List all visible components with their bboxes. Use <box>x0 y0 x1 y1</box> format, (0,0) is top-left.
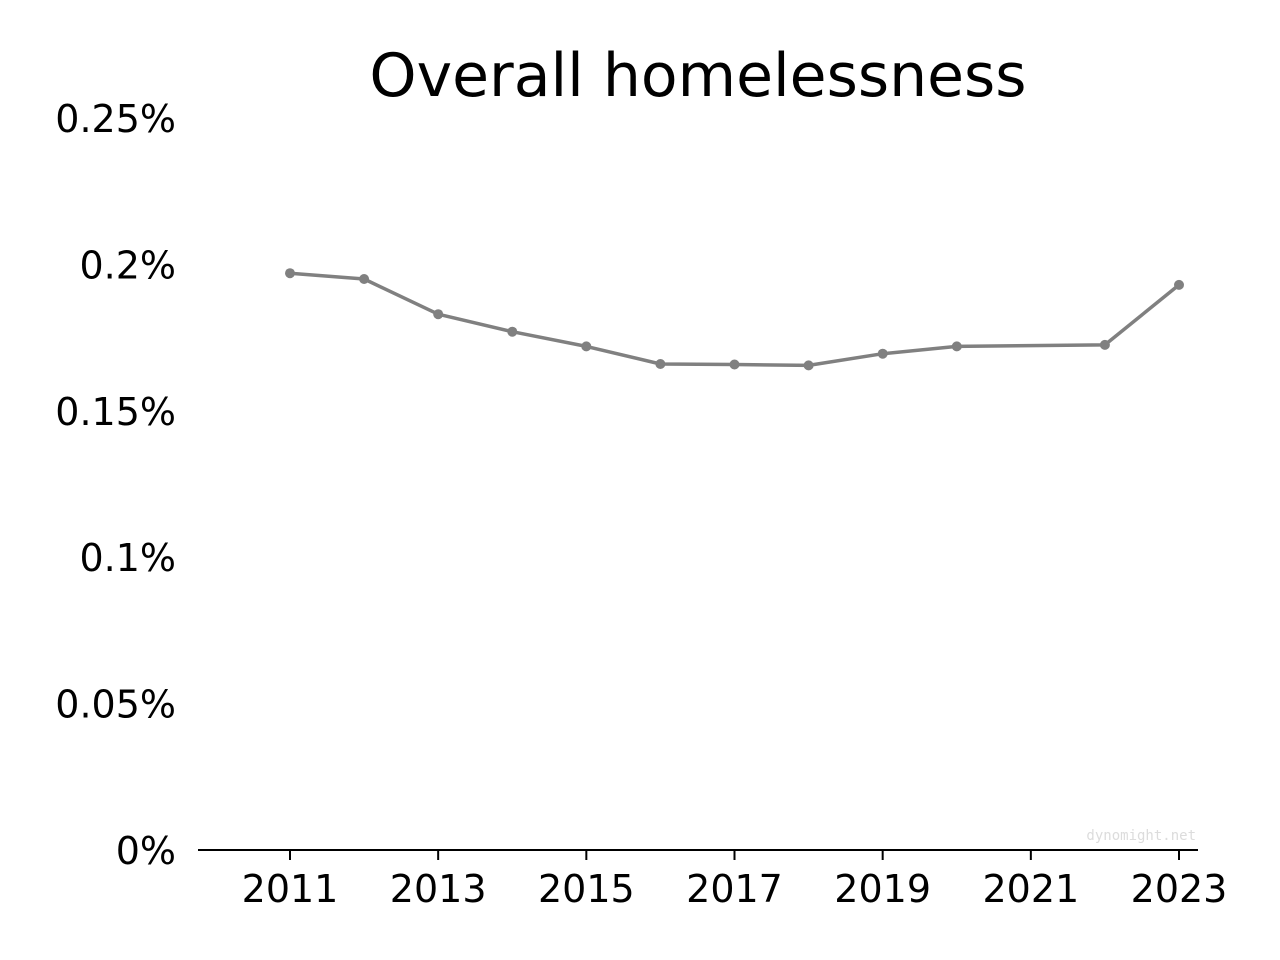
x-tick-label: 2013 <box>390 867 487 911</box>
y-axis: 0% 0.05% 0.1% 0.15% 0.2% 0.25% <box>55 97 176 873</box>
series-line <box>288 271 1181 368</box>
data-point <box>803 360 814 371</box>
watermark: dynomight.net <box>1086 828 1196 844</box>
data-point <box>433 309 444 320</box>
data-point <box>1174 279 1184 290</box>
x-tick-label: 2015 <box>538 867 635 911</box>
x-tick-label: 2023 <box>1131 867 1228 911</box>
data-point <box>877 348 888 359</box>
x-tick-label: 2019 <box>834 867 931 911</box>
series-group <box>285 268 1184 371</box>
data-point <box>1099 339 1110 350</box>
x-axis: 2011 2013 2015 2017 2019 2021 2023 <box>242 850 1228 911</box>
data-point <box>507 326 518 337</box>
x-tick-label: 2021 <box>982 867 1079 911</box>
x-tick-label: 2011 <box>242 867 339 911</box>
y-tick-label: 0.15% <box>55 390 176 434</box>
chart-title: Overall homelessness <box>369 41 1026 111</box>
data-point <box>359 274 370 284</box>
data-point <box>729 359 740 370</box>
data-point <box>581 341 592 352</box>
data-point <box>951 341 962 352</box>
x-tick-label: 2017 <box>686 867 783 911</box>
data-point <box>655 359 666 369</box>
y-tick-label: 0.1% <box>79 536 176 580</box>
y-tick-label: 0.05% <box>55 683 176 727</box>
y-tick-label: 0.2% <box>79 243 176 287</box>
y-tick-label: 0.25% <box>55 97 176 141</box>
data-point <box>285 268 295 279</box>
y-tick-label: 0% <box>116 829 176 873</box>
